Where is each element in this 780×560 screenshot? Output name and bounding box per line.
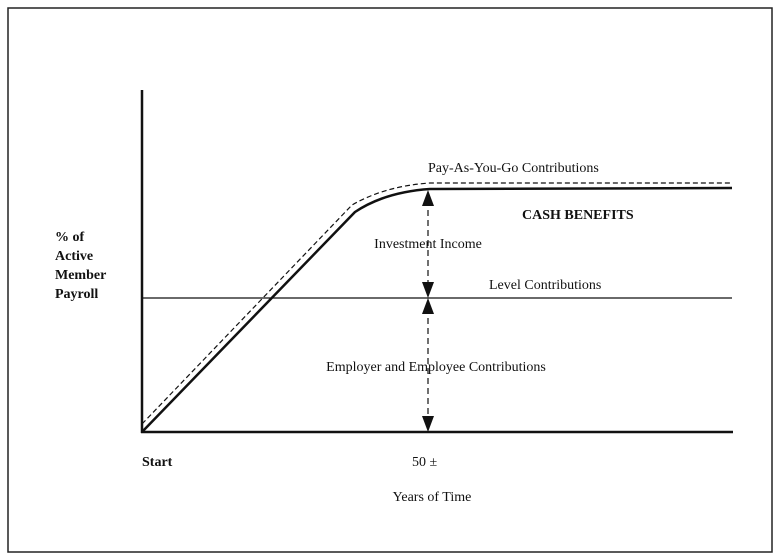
- y-label-line: Active: [55, 249, 93, 264]
- investment-income-label: Investment Income: [374, 237, 482, 252]
- cash-benefits-label: CASH BENEFITS: [522, 208, 634, 223]
- x-mark: 50 ±: [412, 455, 438, 470]
- y-label-line: Payroll: [55, 287, 98, 302]
- frame: [7, 7, 773, 553]
- cash-benefits-curve: [141, 186, 733, 433]
- x-start: Start: [142, 455, 173, 470]
- y-label-line: Member: [55, 268, 106, 283]
- level-contributions-label: Level Contributions: [489, 278, 601, 293]
- y-label-line: % of: [55, 230, 85, 245]
- arrow-heads: [422, 190, 434, 432]
- pay-as-you-go-curve: [141, 182, 732, 425]
- pay-as-you-go-label: Pay-As-You-Go Contributions: [428, 161, 599, 176]
- x-axis-label: Years of Time: [393, 490, 472, 505]
- employer-employee-label: Employer and Employee Contributions: [326, 360, 546, 375]
